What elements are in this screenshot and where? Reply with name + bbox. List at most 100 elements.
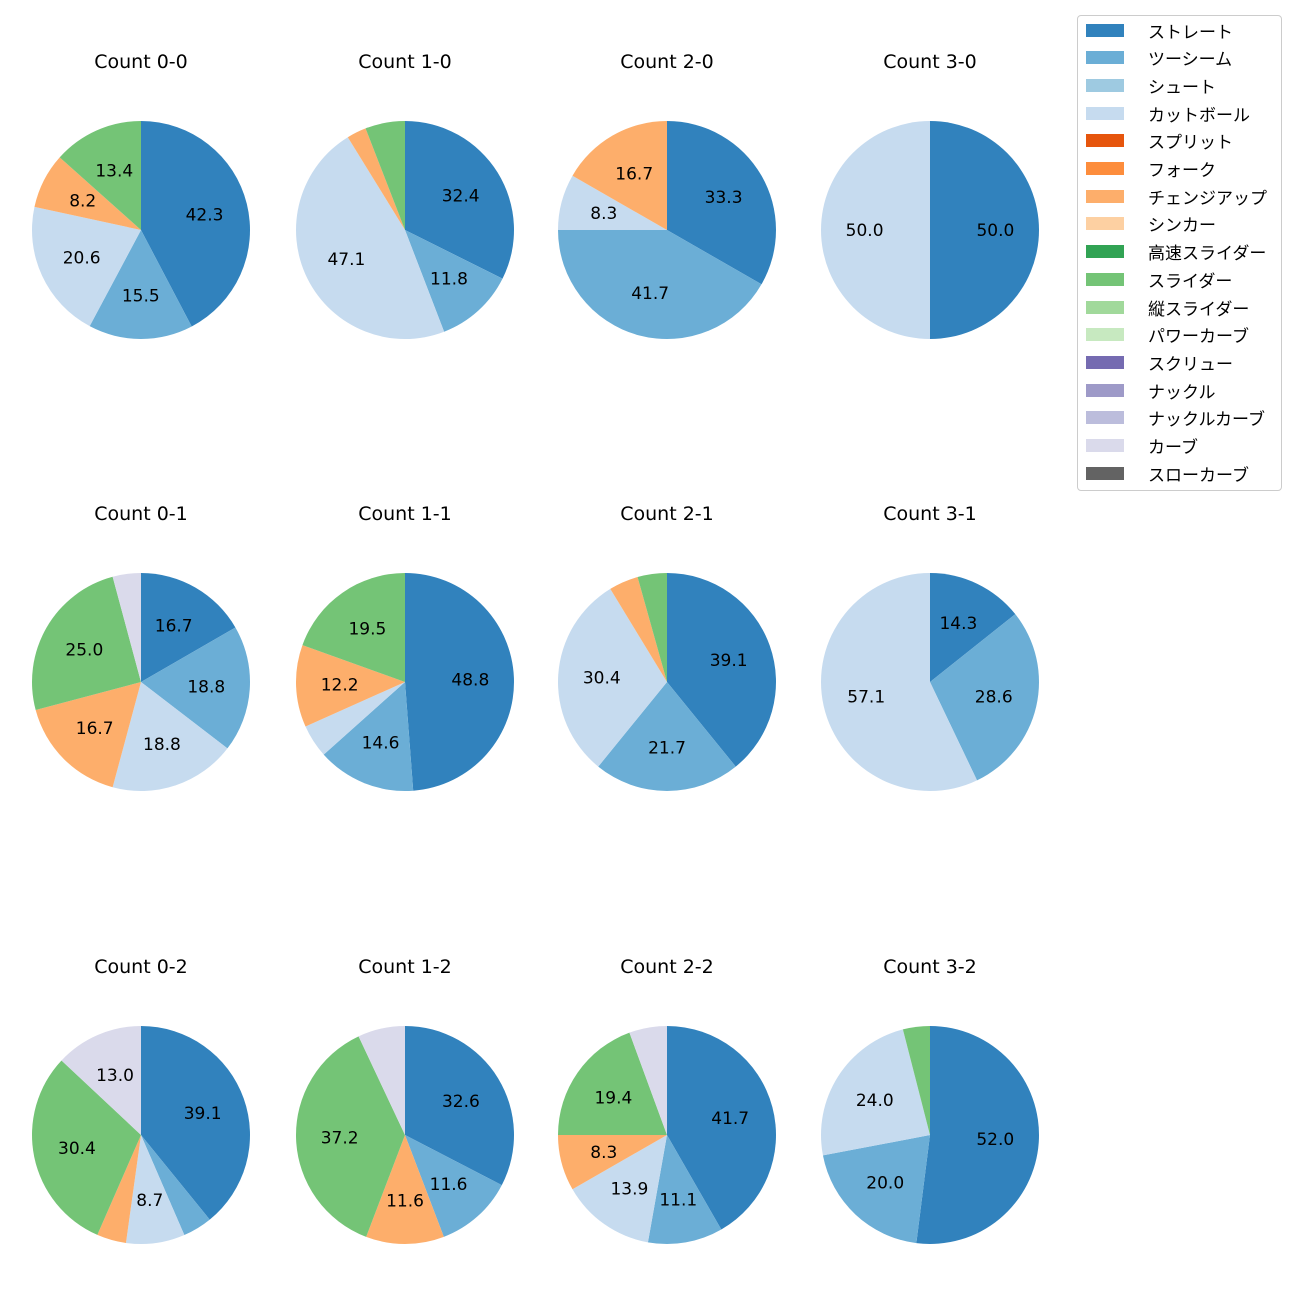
- slice-label: 16.7: [155, 616, 193, 636]
- pie-title: Count 0-0: [94, 51, 188, 73]
- slice-label: 28.6: [975, 688, 1013, 708]
- legend-swatch: [1086, 245, 1124, 259]
- pie-count-3-0: Count 3-0 50.0 50.0: [821, 51, 1039, 339]
- slice-label: 13.0: [96, 1066, 134, 1086]
- slice-label: 42.3: [186, 205, 224, 225]
- legend-label: 縦スライダー: [1148, 299, 1250, 320]
- pie-slice: [366, 1135, 444, 1244]
- legend-label: カーブ: [1148, 438, 1198, 458]
- legend-item: スローカーブ: [1086, 461, 1249, 486]
- legend-swatch: [1086, 300, 1124, 314]
- pie-slice: [31, 206, 142, 327]
- pie-slice: [902, 1026, 930, 1135]
- pie-slice: [35, 682, 142, 788]
- pie-slice: [323, 682, 414, 791]
- pie-count-2-0: Count 2-0 33.3 41.7 8.3 16.7: [558, 51, 776, 339]
- pie-title: Count 1-2: [358, 956, 452, 978]
- legend-item: ツーシーム: [1086, 46, 1232, 70]
- pie-slice: [296, 137, 445, 339]
- legend-swatch: [1086, 51, 1124, 65]
- legend-swatch: [1086, 383, 1124, 397]
- pie-slice: [598, 682, 736, 791]
- pie-slice: [34, 157, 141, 230]
- pie-slice: [558, 1135, 667, 1190]
- pie-slice: [558, 175, 667, 230]
- slice-label: 19.5: [348, 619, 386, 639]
- slice-label: 24.0: [856, 1091, 894, 1111]
- pie-slice: [405, 121, 514, 279]
- pie-slice: [112, 682, 228, 791]
- pie-title: Count 0-1: [94, 503, 188, 525]
- slice-label: 8.7: [136, 1191, 163, 1211]
- pie-title: Count 3-2: [883, 956, 977, 978]
- slice-label: 18.8: [143, 735, 181, 755]
- legend-label: ストレート: [1148, 22, 1233, 43]
- pie-title: Count 2-2: [620, 956, 714, 978]
- slice-label: 41.7: [631, 284, 669, 304]
- slice-label: 11.6: [430, 1175, 468, 1195]
- pie-slice: [141, 121, 251, 327]
- pie-slice: [558, 1032, 667, 1135]
- pie-count-3-2: Count 3-2 52.0 20.0 24.0: [821, 956, 1039, 1244]
- slice-label: 15.5: [122, 286, 160, 306]
- legend-item: 高速スライダー: [1086, 240, 1266, 264]
- legend-label: カットボール: [1148, 105, 1250, 126]
- pie-title: Count 2-0: [620, 51, 714, 73]
- legend-label: スクリュー: [1148, 354, 1233, 375]
- pie-count-1-0: Count 1-0 32.4 11.8 47.1: [296, 51, 514, 339]
- legend-swatch: [1086, 189, 1124, 203]
- pie-count-3-1: Count 3-1 14.3 28.6 57.1: [820, 503, 1039, 791]
- slice-label: 13.4: [95, 161, 133, 181]
- pie-slice: [141, 1135, 210, 1236]
- pie-slice: [302, 572, 405, 682]
- pie-slice: [405, 1026, 514, 1186]
- legend-swatch: [1086, 466, 1124, 480]
- legend-label: チェンジアップ: [1148, 188, 1267, 209]
- pie-slice: [296, 645, 405, 727]
- pie-slice: [637, 573, 667, 682]
- slice-label: 37.2: [321, 1128, 359, 1148]
- slice-label: 13.9: [610, 1180, 648, 1200]
- slice-label: 32.4: [442, 187, 480, 207]
- slice-label: 25.0: [65, 640, 103, 660]
- slice-label: 41.7: [711, 1109, 749, 1129]
- legend-item: スライダー: [1086, 267, 1233, 292]
- pie-slice: [296, 1036, 405, 1237]
- slice-label: 14.6: [362, 734, 400, 754]
- legend-swatch: [1086, 439, 1124, 452]
- pie-slice: [930, 121, 1039, 339]
- pie-slice: [405, 1135, 502, 1237]
- legend-item: パワーカーブ: [1086, 323, 1249, 347]
- slice-label: 21.7: [648, 738, 686, 758]
- pie-slice: [125, 1135, 185, 1244]
- pie-slice: [61, 1026, 141, 1135]
- pie-slice: [365, 121, 405, 230]
- pie-title: Count 1-1: [358, 503, 452, 525]
- pie-slice: [629, 1026, 667, 1135]
- legend-item: 縦スライダー: [1086, 295, 1250, 320]
- pie-slice: [916, 1026, 1039, 1244]
- pie-slice: [667, 572, 776, 767]
- pie-slice: [405, 230, 503, 332]
- legend-label: 高速スライダー: [1148, 244, 1267, 265]
- pie-slice: [572, 121, 667, 230]
- pie-slice: [667, 121, 776, 285]
- legend-label: シュート: [1148, 77, 1216, 98]
- legend-label: スライダー: [1148, 271, 1233, 292]
- legend-label: スプリット: [1148, 133, 1233, 154]
- pie-slice: [32, 1060, 141, 1235]
- slice-label: 30.4: [58, 1139, 96, 1159]
- pie-slice: [558, 588, 667, 767]
- legend-swatch: [1086, 78, 1124, 92]
- legend-swatch: [1086, 355, 1124, 369]
- pie-slice: [610, 577, 667, 682]
- slice-label: 19.4: [594, 1089, 632, 1109]
- pie-count-2-1: Count 2-1 39.1 21.7 30.4: [558, 503, 776, 791]
- slice-label: 20.6: [63, 248, 101, 268]
- pie-slice: [820, 573, 978, 791]
- pie-slice: [141, 1026, 250, 1220]
- legend-item: カーブ: [1086, 434, 1198, 458]
- legend-swatch: [1086, 411, 1124, 425]
- pie-count-1-2: Count 1-2 32.6 11.6 11.6 37.2: [296, 956, 514, 1244]
- legend-label: ナックル: [1148, 382, 1216, 403]
